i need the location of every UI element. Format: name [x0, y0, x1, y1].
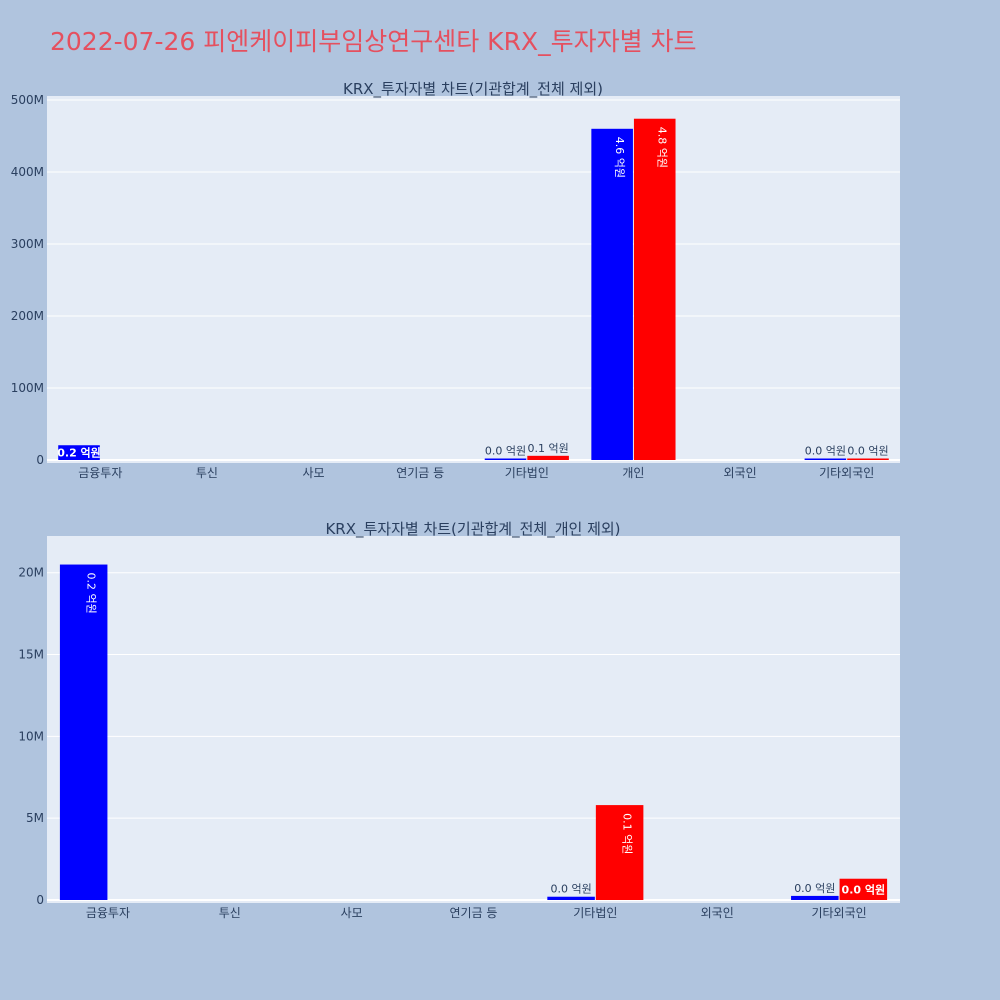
- x-tick-label: 금융투자: [78, 466, 122, 480]
- plot-area: [47, 96, 900, 463]
- x-tick-label: 기타법인: [505, 466, 549, 480]
- bar-기타법인-0: [547, 896, 595, 900]
- x-tick-label: 투신: [196, 466, 218, 480]
- bar-기타법인-1: [595, 805, 644, 900]
- x-tick-label: 기타외국인: [811, 906, 866, 920]
- y-tick-label: 500M: [11, 93, 44, 107]
- x-tick-label: 금융투자: [86, 906, 130, 920]
- y-tick-label: 15M: [18, 648, 44, 662]
- data-label: 4.6 억원: [613, 137, 626, 178]
- bar-금융투자-0: [59, 564, 108, 900]
- data-label: 0.0 억원: [550, 883, 591, 896]
- data-label: 0.0 억원: [805, 445, 846, 458]
- y-tick-label: 20M: [18, 566, 44, 580]
- x-tick-label: 개인: [622, 466, 644, 480]
- data-label: 0.0 억원: [847, 445, 888, 458]
- x-tick-label: 외국인: [701, 906, 734, 920]
- x-tick-label: 기타외국인: [819, 466, 874, 480]
- chart-subtitle: KRX_투자자별 차트(기관합계_전체 제외): [343, 80, 603, 99]
- bar-기타법인-0: [484, 458, 527, 460]
- bar-기타외국인-0: [804, 458, 847, 460]
- bar-개인-1: [633, 118, 676, 460]
- data-label: 0.1 억원: [621, 813, 634, 854]
- x-tick-label: 연기금 등: [450, 906, 498, 920]
- x-tick-label: 사모: [341, 906, 363, 920]
- plot-area: [47, 536, 900, 903]
- data-label: 0.2 억원: [85, 573, 98, 614]
- x-tick-label: 기타법인: [573, 906, 617, 920]
- data-label: 0.0 억원: [485, 445, 526, 458]
- chart-subtitle: KRX_투자자별 차트(기관합계_전체_개인 제외): [325, 520, 620, 539]
- bar-기타외국인-1: [847, 458, 889, 460]
- y-tick-label: 400M: [11, 165, 44, 179]
- y-tick-label: 10M: [18, 729, 44, 743]
- bar-기타법인-1: [527, 455, 569, 460]
- data-label: 0.0 억원: [842, 882, 886, 896]
- y-tick-label: 100M: [11, 381, 44, 395]
- page-title: 2022-07-26 피엔케이피부임상연구센타 KRX_투자자별 차트: [50, 27, 697, 56]
- y-tick-label: 5M: [26, 811, 44, 825]
- data-label: 4.8 억원: [656, 127, 669, 168]
- chart-2: 0 5M 10M 15M 20M KRX_투자자별 차트(기관합계_전체_개인 제외) 0.…: [18, 520, 900, 920]
- data-label: 0.0 억원: [794, 882, 835, 895]
- bar-기타외국인-0: [791, 895, 839, 900]
- y-tick-label: 300M: [11, 237, 44, 251]
- y-tick-label: 200M: [11, 309, 44, 323]
- data-label: 0.1 억원: [527, 442, 568, 455]
- x-tick-label: 투신: [219, 906, 241, 920]
- bar-금융투자-0: [58, 445, 100, 460]
- x-tick-label: 외국인: [724, 466, 757, 480]
- x-tick-label: 연기금 등: [396, 466, 444, 480]
- bar-기타외국인-1: [839, 878, 888, 900]
- y-tick-label: 0: [36, 453, 44, 467]
- y-tick-label: 0: [36, 893, 44, 907]
- bar-개인-0: [591, 128, 633, 461]
- data-label: 0.2 억원: [57, 446, 101, 460]
- chart-1: 0 100M 200M 300M 400M 500M KRX_투자자별 차트(기관합계_전체…: [11, 80, 900, 480]
- x-tick-label: 사모: [303, 466, 325, 480]
